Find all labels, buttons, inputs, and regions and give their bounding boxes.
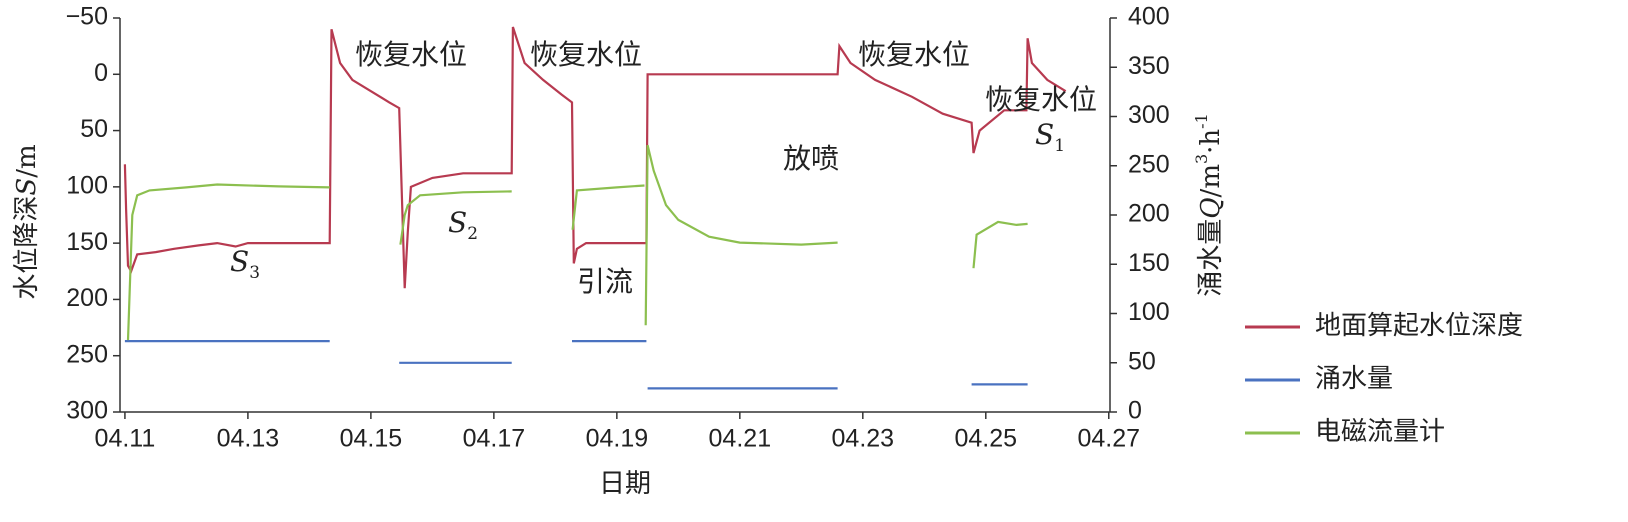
y-tick-label: 150 [66,228,108,256]
x-tick-label: 04.25 [955,425,1018,453]
y2-axis-title-part: -1 [1192,113,1211,129]
annotation-text: S [448,206,467,239]
y2-axis-title-part: 3 [1192,154,1211,164]
series-line [124,340,1028,390]
y2-tick-label: 250 [1128,150,1170,178]
y2-tick-label: 150 [1128,249,1170,277]
y2-axis-title-part: 涌水量 [1196,219,1226,297]
series-line [123,26,1067,289]
y-axis-title: 水位降深S/m [12,144,42,299]
y-axis-title-part: /m [12,144,42,177]
annotation: S1 [1035,118,1065,156]
annotation-subscript: 3 [249,263,260,283]
y-tick-label: 0 [94,59,108,87]
y-tick-label: −50 [66,3,108,31]
annotation-text: 恢复水位 [858,38,970,71]
annotation-text: 引流 [577,265,633,298]
y-tick-label: 250 [66,340,108,368]
y2-axis-title-part: /m [1196,164,1226,197]
x-axis-title: 日期 [599,469,651,499]
annotation: 恢复水位 [858,38,970,71]
x-tick-label: 04.19 [586,425,649,453]
y-tick-label: 50 [80,115,108,143]
annotation-text: 放喷 [783,142,839,175]
legend-label: 地面算起水位深度 [1315,311,1523,341]
annotation: 恢复水位 [985,83,1097,116]
y2-tick-label: 350 [1128,52,1170,80]
x-tick-label: 04.27 [1077,425,1140,453]
annotation-text: 恢复水位 [530,38,642,71]
annotation-text: S [230,245,249,278]
annotation: 放喷 [783,142,839,175]
annotation-subscript: 1 [1054,136,1065,156]
series-line [126,144,1028,341]
y2-axis-title: 涌水量Q/m3·h-1 [1192,113,1227,297]
x-tick-label: 04.13 [217,425,280,453]
y-tick-label: 100 [66,171,108,199]
y2-tick-label: 400 [1128,3,1170,31]
y2-tick-label: 300 [1128,101,1170,129]
annotation: 恢复水位 [355,38,467,71]
x-tick-label: 04.23 [832,425,895,453]
annotation-subscript: 2 [467,224,478,244]
legend-label: 电磁流量计 [1315,417,1445,447]
annotation: 引流 [577,265,633,298]
y2-tick-label: 0 [1128,397,1142,425]
annotation: S2 [448,206,478,244]
y-tick-label: 200 [66,284,108,312]
y2-axis-title-part: ·h [1196,129,1226,154]
y-tick-label: 300 [66,397,108,425]
y2-tick-label: 200 [1128,200,1170,228]
annotation: 恢复水位 [530,38,642,71]
y-axis-title-part: S [12,178,42,196]
annotation-text: 恢复水位 [355,38,467,71]
y2-tick-label: 100 [1128,298,1170,326]
annotation-text: S [1035,118,1054,151]
x-tick-label: 04.15 [340,425,403,453]
x-tick-label: 04.11 [95,425,156,453]
x-tick-label: 04.21 [709,425,772,453]
x-tick-label: 04.17 [463,425,526,453]
y2-axis-title-part: Q [1196,197,1226,218]
y-axis-title-part: 水位降深 [12,196,42,300]
y2-tick-label: 50 [1128,347,1156,375]
annotation-text: 恢复水位 [985,83,1097,116]
legend-label: 涌水量 [1315,364,1393,394]
annotation: S3 [230,245,260,283]
